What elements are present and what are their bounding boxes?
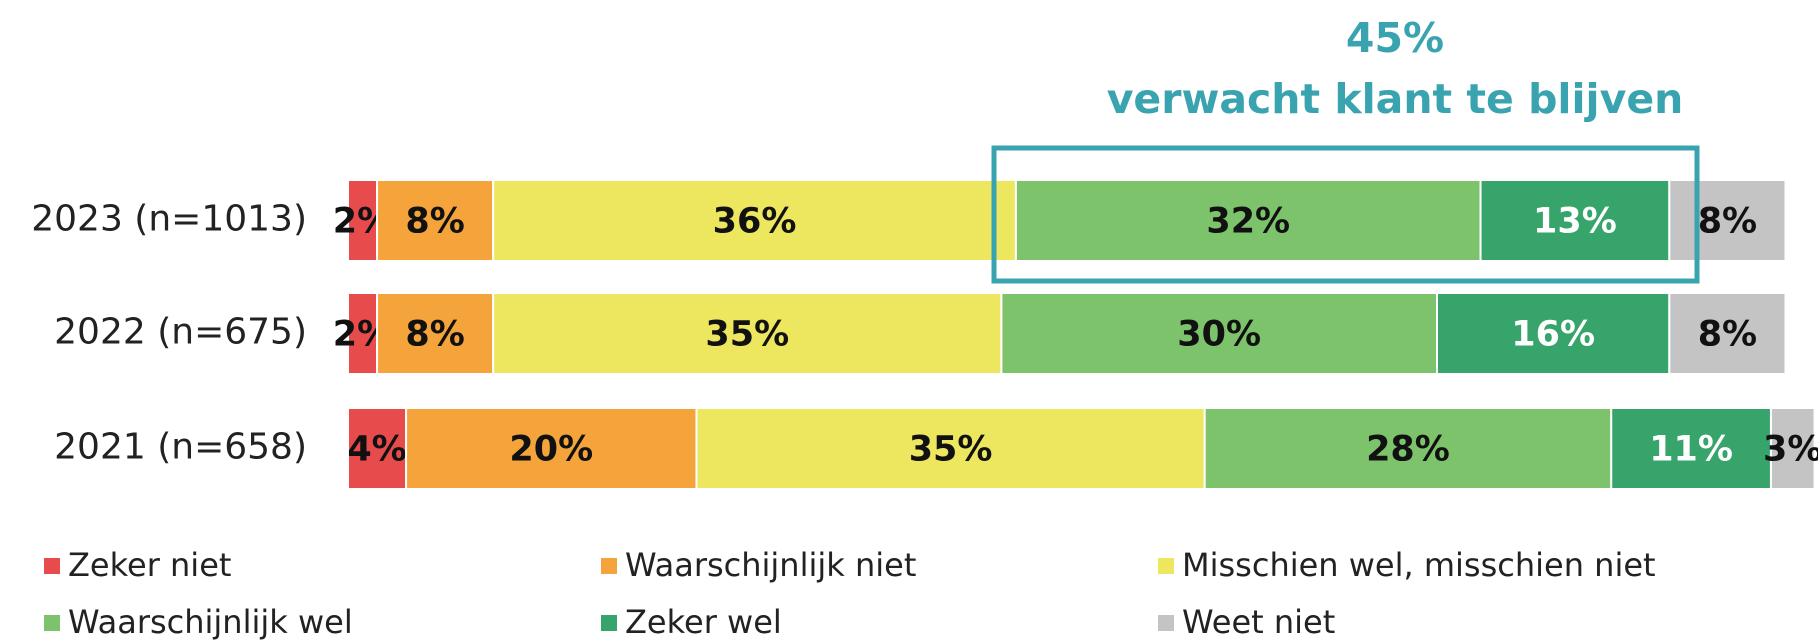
bar-segment	[492, 179, 1017, 262]
data-label: 8%	[405, 202, 464, 242]
legend-label: Zeker niet	[68, 546, 231, 584]
legend-label: Zeker wel	[625, 603, 782, 641]
bar-segment	[492, 292, 1003, 375]
data-label: 36%	[713, 202, 797, 242]
bar-segment	[1014, 179, 1482, 262]
legend-swatch	[601, 615, 617, 631]
data-label: 30%	[1177, 315, 1261, 355]
legend-swatch	[1158, 558, 1174, 574]
data-label: 4%	[347, 430, 406, 470]
bar-segment	[347, 407, 408, 490]
bar-segment	[347, 179, 379, 262]
y-tick-label: 2022 (n=675)	[54, 312, 307, 353]
data-label: 13%	[1533, 202, 1617, 242]
data-label: 20%	[509, 430, 593, 470]
legend-label: Waarschijnlijk niet	[625, 546, 916, 584]
bar-segment	[1668, 292, 1787, 375]
data-label: 16%	[1511, 315, 1595, 355]
data-label: 8%	[405, 315, 464, 355]
legend-label: Weet niet	[1182, 603, 1335, 641]
highlight-box	[991, 145, 1700, 284]
legend-swatch	[44, 558, 60, 574]
data-label: 8%	[1698, 315, 1757, 355]
legend-swatch	[44, 615, 60, 631]
bar-segment	[376, 179, 495, 262]
bar-segment	[1479, 179, 1671, 262]
data-label: 11%	[1649, 430, 1733, 470]
data-label: 3%	[1763, 430, 1818, 470]
legend-label: Waarschijnlijk wel	[68, 603, 353, 641]
data-label: 35%	[909, 430, 993, 470]
bar-segment	[1769, 407, 1816, 490]
annotation: verwacht klant te blijven	[1107, 75, 1684, 123]
bar-segment	[1610, 407, 1772, 490]
bar-segment	[376, 292, 495, 375]
bar-segment	[1668, 179, 1787, 262]
legend-label: Misschien wel, misschien niet	[1182, 546, 1656, 584]
legend-swatch	[601, 558, 617, 574]
annotation: 45%	[1346, 14, 1444, 62]
y-tick-label: 2021 (n=658)	[54, 427, 307, 468]
bar-segment	[405, 407, 698, 490]
data-label: 32%	[1206, 202, 1290, 242]
data-label: 35%	[705, 315, 789, 355]
data-label: 8%	[1698, 202, 1757, 242]
legend-swatch	[1158, 615, 1174, 631]
bar-segment	[1436, 292, 1671, 375]
y-tick-label: 2023 (n=1013)	[31, 199, 307, 240]
bar-segment	[1000, 292, 1439, 375]
data-label: 28%	[1366, 430, 1450, 470]
